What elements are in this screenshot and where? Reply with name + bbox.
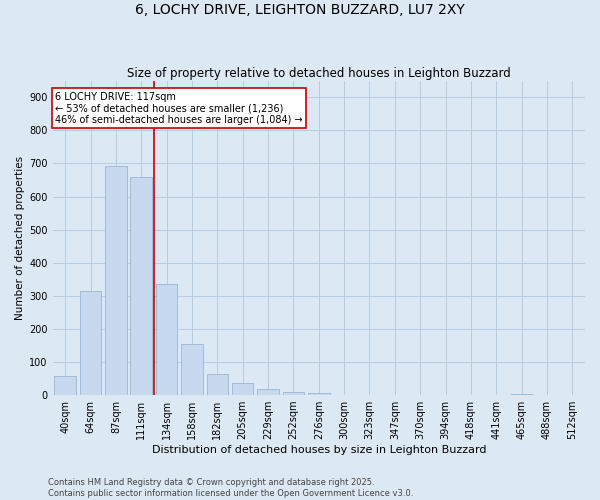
Bar — [283, 392, 304, 395]
Bar — [80, 292, 101, 395]
Bar — [206, 374, 228, 395]
Bar — [55, 376, 76, 395]
Bar — [181, 344, 203, 395]
Text: 6 LOCHY DRIVE: 117sqm
← 53% of detached houses are smaller (1,236)
46% of semi-d: 6 LOCHY DRIVE: 117sqm ← 53% of detached … — [55, 92, 303, 125]
X-axis label: Distribution of detached houses by size in Leighton Buzzard: Distribution of detached houses by size … — [152, 445, 486, 455]
Bar — [511, 394, 532, 395]
Y-axis label: Number of detached properties: Number of detached properties — [15, 156, 25, 320]
Bar — [257, 389, 279, 395]
Bar — [105, 166, 127, 395]
Bar — [156, 284, 178, 395]
Text: 6, LOCHY DRIVE, LEIGHTON BUZZARD, LU7 2XY: 6, LOCHY DRIVE, LEIGHTON BUZZARD, LU7 2X… — [135, 2, 465, 16]
Title: Size of property relative to detached houses in Leighton Buzzard: Size of property relative to detached ho… — [127, 66, 511, 80]
Bar — [130, 176, 152, 395]
Bar — [232, 384, 253, 395]
Bar — [308, 394, 329, 395]
Text: Contains HM Land Registry data © Crown copyright and database right 2025.
Contai: Contains HM Land Registry data © Crown c… — [48, 478, 413, 498]
